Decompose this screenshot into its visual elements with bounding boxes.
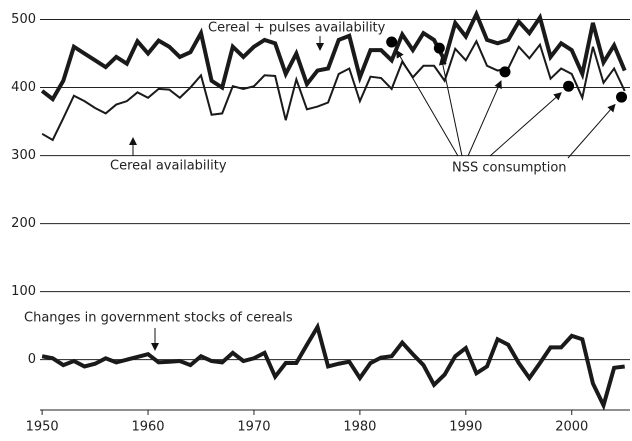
- x-tick-label: 1970: [237, 420, 270, 435]
- nss-point: [499, 66, 511, 78]
- x-tick-label: 1960: [131, 420, 164, 435]
- y-tick-label: 100: [11, 284, 36, 299]
- annotation: Changes in government stocks of cereals: [24, 311, 293, 326]
- line-series: [40, 9, 627, 103]
- x-tick-label: 1980: [343, 420, 376, 435]
- y-tick-label: 500: [11, 12, 36, 27]
- annotation: Cereal + pulses availability: [208, 21, 386, 36]
- annotation-arrow: [567, 103, 616, 159]
- y-tick-label: 200: [11, 216, 36, 231]
- nss-point: [433, 42, 445, 54]
- annotation-arrow: [467, 80, 502, 157]
- x-tick-label: 1990: [449, 420, 482, 435]
- annotation: NSS consumption: [452, 161, 567, 176]
- annotation-arrow: [396, 49, 459, 157]
- line-series: [41, 39, 626, 142]
- y-tick-label: 0: [28, 352, 36, 367]
- annotation: Cereal availability: [110, 159, 227, 174]
- y-tick-label: 400: [11, 80, 36, 95]
- nss-point: [386, 36, 398, 48]
- x-tick-label: 2000: [555, 420, 588, 435]
- line-series: [41, 321, 625, 411]
- nss-point: [563, 80, 575, 92]
- nss-point: [616, 91, 628, 103]
- x-tick-label: 1950: [26, 420, 59, 435]
- y-tick-label: 300: [11, 148, 36, 163]
- annotation-arrow: [438, 56, 463, 157]
- annotation-arrow: [489, 92, 562, 157]
